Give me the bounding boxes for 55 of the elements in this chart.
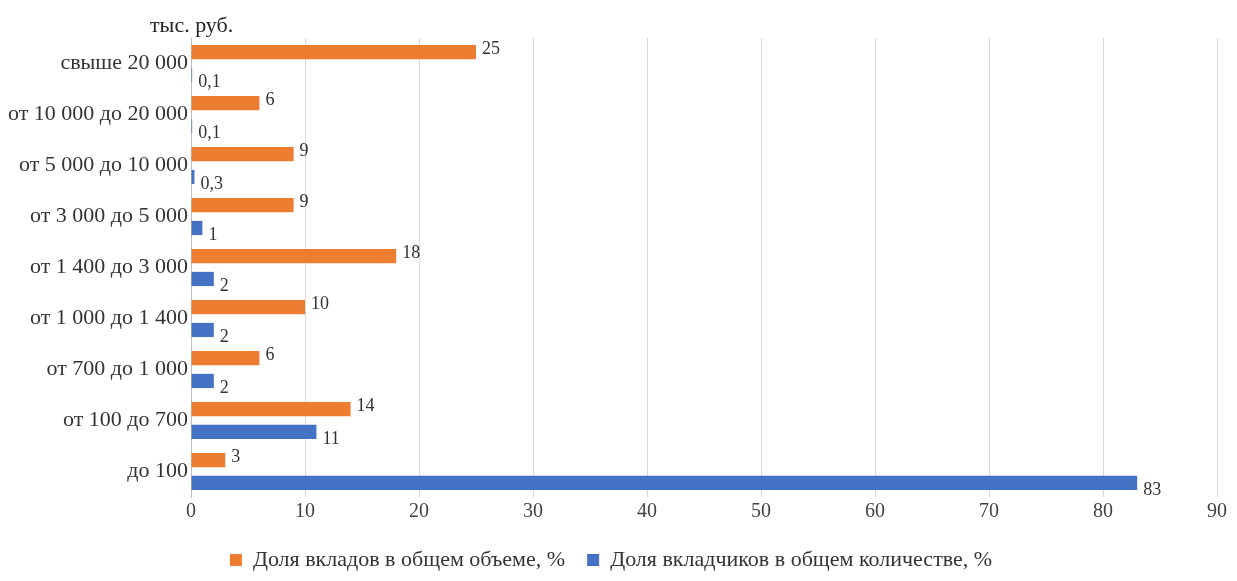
x-tick-label: 40 — [637, 499, 658, 522]
data-label: 2 — [219, 325, 229, 346]
bar — [191, 220, 203, 236]
data-label: 83 — [1143, 478, 1162, 499]
data-label: 2 — [219, 274, 229, 295]
data-label: 3 — [231, 445, 241, 466]
x-tick-label: 50 — [751, 499, 772, 522]
x-tick-label: 70 — [979, 499, 999, 522]
y-tick-label: от 3 000 до 5 000 — [29, 202, 189, 228]
data-label: 14 — [356, 394, 375, 415]
data-label: 2 — [219, 376, 229, 397]
x-tick-label: 60 — [865, 499, 886, 522]
x-tick-label: 0 — [186, 499, 197, 522]
data-label: 6 — [265, 343, 275, 364]
data-label: 10 — [311, 292, 330, 313]
bar — [191, 373, 214, 389]
y-tick-label: от 10 000 до 20 000 — [7, 100, 189, 126]
y-tick-label: до 100 — [127, 457, 189, 483]
bar — [191, 475, 1138, 491]
bar — [191, 452, 226, 468]
x-tick-label: 80 — [1093, 499, 1113, 522]
y-tick-label: от 1 000 до 1 400 — [29, 304, 189, 330]
y-tick-label: свыше 20 000 — [60, 49, 189, 75]
data-label: 25 — [482, 37, 501, 58]
y-axis-title: тыс. руб. — [150, 12, 234, 38]
x-tick-label: 20 — [409, 499, 430, 522]
y-tick-label: от 100 до 700 — [62, 406, 189, 432]
data-label: 0,3 — [200, 172, 223, 193]
bar — [191, 44, 477, 60]
data-label: 11 — [322, 427, 340, 448]
data-label: 9 — [299, 139, 309, 160]
bar — [191, 322, 214, 338]
bar — [191, 95, 260, 111]
bar — [191, 197, 294, 213]
data-label: 9 — [299, 190, 309, 211]
bar — [191, 271, 214, 287]
bar — [191, 424, 317, 440]
x-tick-label: 10 — [295, 499, 316, 522]
data-label: 6 — [265, 88, 275, 109]
y-tick-label: от 5 000 до 10 000 — [18, 151, 189, 177]
bar — [191, 401, 351, 417]
y-tick-label: от 700 до 1 000 — [46, 355, 189, 381]
legend-label: Доля вкладчиков в общем количестве, % — [610, 545, 993, 571]
bar — [191, 146, 294, 162]
data-label: 0,1 — [198, 121, 221, 142]
x-tick-label: 30 — [523, 499, 544, 522]
bar — [191, 248, 397, 264]
data-label: 0,1 — [198, 70, 221, 91]
bar — [191, 350, 260, 366]
legend-label: Доля вкладов в общем объеме, % — [252, 545, 566, 571]
x-tick-label: 90 — [1207, 499, 1227, 522]
y-tick-label: от 1 400 до 3 000 — [29, 253, 189, 279]
data-label: 18 — [402, 241, 421, 262]
bar — [191, 299, 306, 315]
data-label: 1 — [208, 223, 218, 244]
